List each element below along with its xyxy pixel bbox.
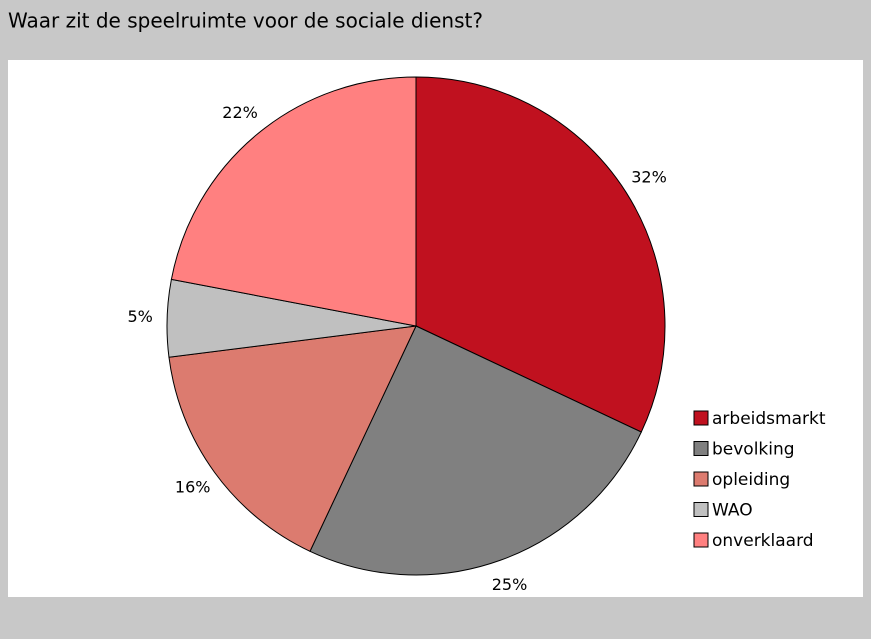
chart-title: Waar zit de speelruimte voor de sociale …: [8, 9, 483, 33]
data-label: 5%: [127, 307, 152, 326]
pie-slice: [170, 76, 417, 327]
data-label: 16%: [175, 478, 211, 497]
legend-label: WAO: [712, 501, 753, 521]
legend-label: opleiding: [712, 470, 790, 490]
legend-swatch: [693, 502, 709, 517]
pie-slice: [168, 325, 417, 552]
legend-swatch: [693, 532, 709, 548]
legend-swatch: [693, 471, 709, 487]
pie-slice: [415, 76, 666, 433]
legend-label: onverklaard: [712, 531, 814, 551]
legend-swatch: [693, 410, 709, 426]
legend-label: bevolking: [712, 440, 795, 460]
data-label: 25%: [492, 575, 528, 594]
data-label: 22%: [222, 103, 258, 122]
data-label: 32%: [631, 168, 667, 187]
legend-swatch: [693, 441, 709, 456]
pie-slice: [309, 325, 642, 576]
legend-label: arbeidsmarkt: [712, 409, 826, 429]
